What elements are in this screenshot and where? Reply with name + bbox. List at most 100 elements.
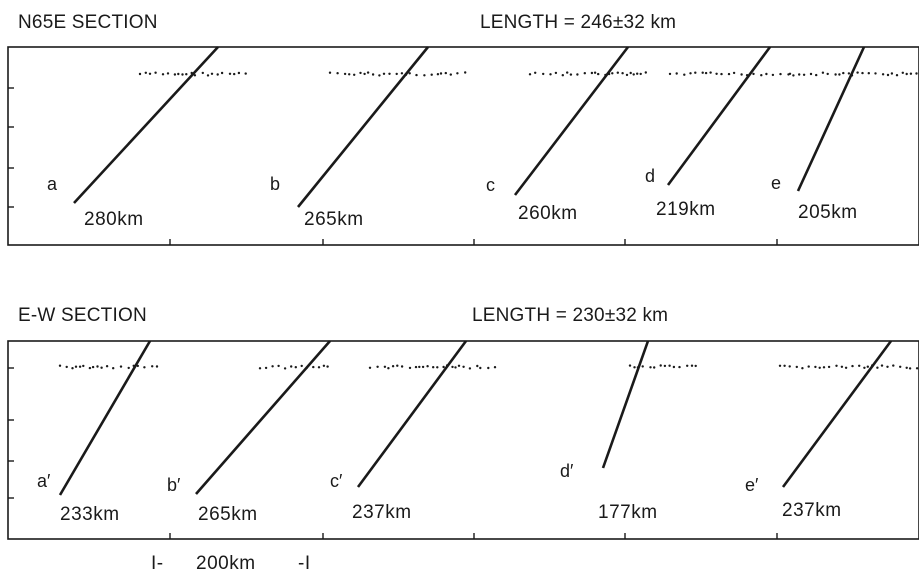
event-dot xyxy=(672,365,676,369)
event-dot xyxy=(322,364,326,367)
event-dot xyxy=(668,72,672,76)
event-dot xyxy=(154,71,157,74)
event-dot xyxy=(105,365,109,368)
event-dot xyxy=(237,71,241,75)
event-dot xyxy=(468,367,472,370)
ew-section-title: E-W SECTION xyxy=(18,305,147,326)
event-dot xyxy=(704,71,708,75)
slab-line-b xyxy=(296,46,430,208)
event-dot xyxy=(376,365,379,368)
event-dot xyxy=(65,365,68,369)
event-dot xyxy=(659,364,662,367)
event-dot xyxy=(740,73,743,76)
slab-distance: 219km xyxy=(656,199,716,220)
event-dot xyxy=(348,73,351,76)
event-dot xyxy=(277,364,280,368)
event-dot xyxy=(395,72,398,76)
event-dot xyxy=(476,364,479,368)
event-dot xyxy=(366,71,370,74)
event-dot xyxy=(408,72,411,75)
event-dot xyxy=(91,365,95,369)
event-dot xyxy=(430,73,433,76)
event-dot xyxy=(788,365,791,368)
event-dot xyxy=(653,366,656,369)
event-dot xyxy=(778,364,782,367)
event-dot xyxy=(895,74,899,77)
slab-label: c xyxy=(486,175,495,195)
event-dot xyxy=(616,71,619,74)
event-dot xyxy=(892,364,895,367)
event-dot xyxy=(909,72,913,75)
slab-distance: 237km xyxy=(352,502,412,523)
event-dot xyxy=(633,366,636,369)
event-dot xyxy=(611,72,614,75)
event-dot xyxy=(890,72,894,75)
event-dot xyxy=(590,71,594,75)
event-dot xyxy=(847,72,851,75)
event-dot xyxy=(336,72,339,75)
event-dot xyxy=(792,74,795,77)
scale-bar-label: 200km xyxy=(196,553,256,570)
slab-distance: 280km xyxy=(84,209,144,230)
event-dot xyxy=(449,73,452,76)
event-dot xyxy=(838,73,841,76)
event-dot xyxy=(166,72,170,75)
event-dot xyxy=(629,71,632,75)
event-dot xyxy=(112,367,115,370)
event-dot xyxy=(271,365,274,368)
slab-label: d xyxy=(645,166,655,186)
event-dot xyxy=(400,72,404,75)
event-dot xyxy=(391,365,395,368)
event-dot xyxy=(383,365,387,368)
event-dot xyxy=(821,71,825,74)
event-dot xyxy=(807,365,810,368)
slab-line-a xyxy=(73,46,219,204)
event-dot xyxy=(290,365,293,368)
event-dot xyxy=(621,72,624,75)
event-dot xyxy=(732,71,736,75)
event-dot xyxy=(363,72,366,76)
event-dot xyxy=(752,72,755,76)
event-dot xyxy=(915,367,919,370)
event-dot xyxy=(244,72,247,75)
event-dot xyxy=(387,367,390,370)
slab-label: d′ xyxy=(560,461,574,481)
event-dot xyxy=(583,72,586,75)
event-dot xyxy=(193,74,197,77)
event-dot xyxy=(74,365,78,368)
ew-length-label: LENGTH = 230±32 km xyxy=(472,305,669,326)
slab-line-d xyxy=(666,46,772,186)
event-dot xyxy=(371,73,375,76)
event-dot xyxy=(300,364,303,368)
scale-bar-left-tick: I- xyxy=(151,553,164,570)
event-dot xyxy=(678,365,681,369)
event-dot xyxy=(82,364,85,368)
event-dot xyxy=(788,72,792,76)
event-dot xyxy=(353,73,356,77)
slab-label: b′ xyxy=(167,475,181,495)
event-dot xyxy=(694,364,697,368)
event-dot xyxy=(100,366,103,369)
slab-distance: 265km xyxy=(198,504,258,525)
event-dot xyxy=(814,365,817,369)
slab-distance: 237km xyxy=(782,500,842,521)
event-dot xyxy=(874,72,877,75)
slab-line-prime-d xyxy=(601,340,650,469)
event-dot xyxy=(801,367,804,370)
event-dot xyxy=(779,72,782,76)
event-dot xyxy=(479,366,482,370)
event-dot xyxy=(566,71,569,74)
event-dot xyxy=(720,72,723,76)
event-dot xyxy=(636,72,639,75)
event-dot xyxy=(436,366,439,369)
event-dot xyxy=(905,72,908,76)
event-dot xyxy=(462,365,465,368)
event-dot xyxy=(426,365,429,368)
event-dot xyxy=(694,71,697,74)
event-dot xyxy=(632,73,635,76)
event-dot xyxy=(58,364,62,367)
slab-distance: 260km xyxy=(518,203,578,224)
event-dot xyxy=(206,74,210,77)
event-dot xyxy=(423,74,426,77)
